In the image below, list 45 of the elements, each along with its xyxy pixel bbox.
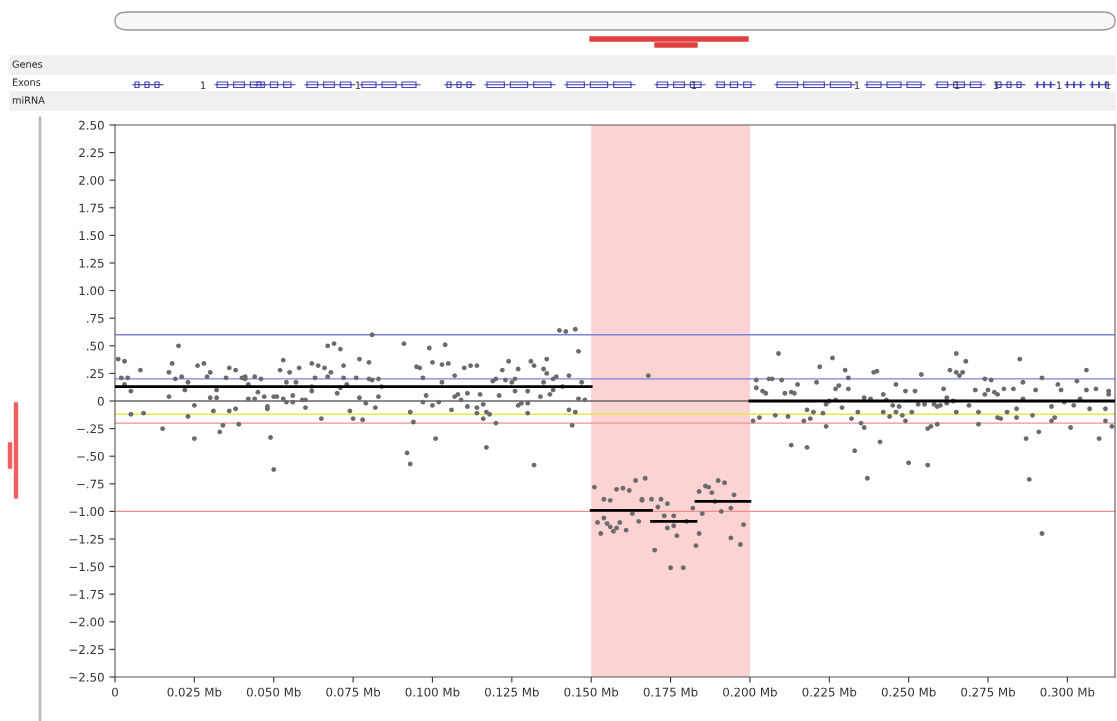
y-tick-label: −.75 [77,479,104,489]
x-tick-label: 0 [112,687,118,697]
y-tick-label: 2.25 [79,148,104,158]
text: Exons [12,78,41,86]
text: Genes [12,60,43,68]
x-tick-label: 0.025 Mb [167,687,222,697]
x-tick-label: 0.100 Mb [405,687,460,697]
text: 1 [355,81,361,89]
text: 1 [200,81,206,89]
y-tick-label: −1.25 [69,534,104,544]
text: 1 [993,81,999,89]
x-tick-label: 0.150 Mb [564,687,619,697]
y-tick-label: −.50 [77,451,104,461]
y-tick-label: 2.50 [79,120,104,130]
text: 1 [954,81,960,89]
y-tick-label: 1.25 [79,258,104,268]
text: 1 [854,81,860,89]
y-tick-label: −1.75 [69,590,104,599]
x-tick-label: 0.250 Mb [881,687,936,697]
y-tick-label: 1.50 [79,231,104,241]
y-tick-label: −.25 [77,424,104,434]
y-tick-label: −1.00 [69,507,104,517]
text: 1 [691,81,697,89]
y-tick-label: 2.00 [79,175,104,185]
x-tick-label: 0.125 Mb [484,687,539,697]
y-tick-label: .25 [87,369,104,379]
x-tick-label: 0.200 Mb [723,687,777,697]
x-tick-label: 0.275 Mb [961,687,1015,697]
text: miRNA [12,96,45,104]
x-tick-label: 0.300 Mb [1040,687,1095,697]
y-tick-label: .75 [87,314,104,323]
y-tick-label: 1.00 [79,286,104,296]
y-tick-label: −2.25 [69,645,104,655]
y-tick-label: −2.50 [69,672,104,682]
x-tick-label: 0.050 Mb [246,687,301,697]
x-tick-label: 0.075 Mb [326,687,381,697]
y-tick-label: .50 [87,341,104,351]
y-tick-label: −1.50 [69,562,104,572]
x-tick-label: 0.175 Mb [643,687,698,697]
y-tick-label: −2.00 [69,617,104,627]
y-tick-label: 0 [97,396,104,406]
y-tick-label: 1.75 [79,203,104,213]
text: 1 [1105,81,1111,89]
x-tick-label: 0.225 Mb [802,687,857,697]
text: 1 [1056,81,1062,89]
